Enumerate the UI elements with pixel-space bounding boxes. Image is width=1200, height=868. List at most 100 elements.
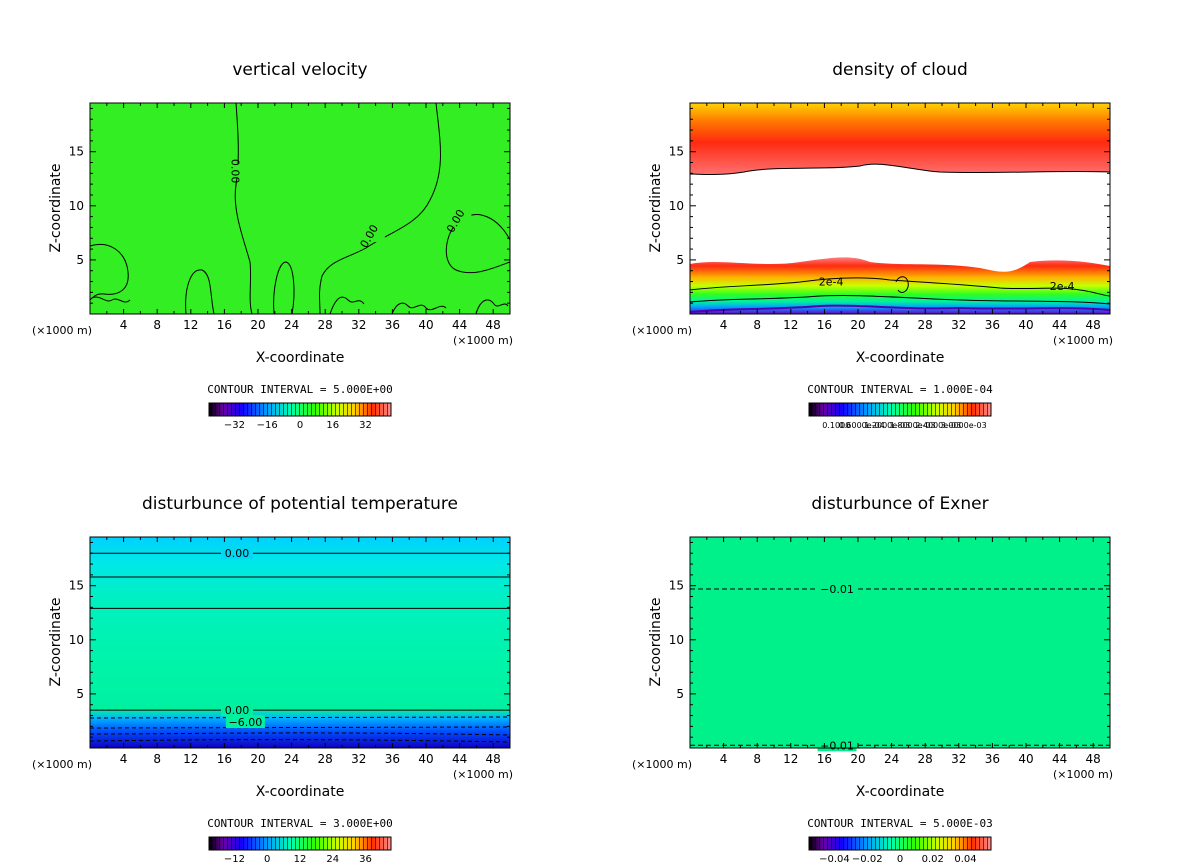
chart-title: disturbunce of Exner (811, 494, 988, 514)
colorbar-tick-label: 0.1000 (822, 421, 850, 430)
y-tick-label: 10 (669, 199, 684, 213)
x-tick-label: 16 (217, 752, 232, 766)
plot-fill (90, 537, 510, 748)
contour-lines-low (689, 304, 1111, 313)
colorbar (208, 836, 392, 851)
x-tick-label: 48 (1086, 318, 1101, 332)
contour-label-bg (221, 703, 253, 717)
x-unit-left: (×1000 m) (632, 324, 692, 337)
contour-label-bg (221, 546, 253, 560)
y-tick-label: 15 (69, 579, 84, 593)
colorbar-tick-label: 0 (897, 854, 903, 865)
x-tick-label: 4 (720, 752, 728, 766)
colorbar (808, 836, 992, 851)
colorbar-tick-label: −0.02 (852, 854, 883, 865)
plot-fill (690, 537, 1110, 748)
x-tick-label: 12 (183, 318, 198, 332)
contour-label: 0.00 (228, 159, 241, 184)
x-tick-label: 8 (753, 318, 761, 332)
y-tick-label: 10 (69, 633, 84, 647)
colorbar-tick-label: 32 (359, 420, 372, 431)
contour-interval: CONTOUR INTERVAL = 5.000E-03 (807, 817, 992, 830)
contour-lines (89, 102, 511, 315)
x-tick-label: 40 (1018, 318, 1033, 332)
x-tick-label: 44 (452, 318, 467, 332)
contour-lines-dashed (89, 716, 511, 743)
y-axis-label: Z-coordinate (48, 163, 64, 252)
plot-frame (89, 102, 511, 315)
colorbar-tick-label: −32 (224, 420, 245, 431)
y-tick-label: 15 (669, 579, 684, 593)
x-tick-label: 8 (153, 752, 161, 766)
x-tick-label: 40 (418, 318, 433, 332)
x-tick-label: 12 (783, 752, 798, 766)
x-tick-label: 28 (318, 318, 333, 332)
x-tick-label: 24 (284, 318, 299, 332)
chart-title: density of cloud (832, 60, 968, 80)
x-tick-label: 36 (385, 318, 400, 332)
contour-label: 2e-4 (1050, 280, 1075, 293)
y-tick-label: 15 (69, 145, 84, 159)
contour-label-bg (352, 229, 385, 243)
y-tick-label: 10 (69, 199, 84, 213)
contour-interval: CONTOUR INTERVAL = 3.000E+00 (207, 817, 392, 830)
x-tick-label: 44 (1052, 318, 1067, 332)
contour-label: 2e-4 (819, 276, 844, 289)
contour-interval: CONTOUR INTERVAL = 5.000E+00 (207, 383, 392, 396)
plot-frame (689, 102, 1111, 315)
colorbar-tick-label: 12 (294, 854, 307, 865)
x-tick-label: 36 (985, 752, 1000, 766)
x-unit-left: (×1000 m) (32, 758, 92, 771)
x-tick-label: 12 (183, 752, 198, 766)
x-tick-label: 28 (918, 318, 933, 332)
panel-potential-temperature: disturbunce of potential temperature 0.0… (32, 494, 513, 865)
chart-title: disturbunce of potential temperature (142, 494, 458, 514)
x-unit-right: (×1000 m) (1053, 334, 1113, 347)
colorbar-tick-label: −12 (224, 854, 245, 865)
contour-lines (689, 276, 1111, 305)
colorbar-tick-label: 16 (326, 420, 339, 431)
colorbar-tick-label: 24 (326, 854, 339, 865)
x-unit-right: (×1000 m) (453, 768, 513, 781)
colorbar-tick-label: 1.2000e-03 (864, 421, 910, 430)
x-unit-left: (×1000 m) (632, 758, 692, 771)
colorbar-tick-label: 36 (359, 854, 372, 865)
panel-exner: disturbunce of Exner −0.01−0.01 4 8 12 16 20… (632, 494, 1113, 865)
contour-lines (690, 588, 1110, 746)
colorbar-tick-label: 1.8000e-03 (890, 421, 936, 430)
contour-label: −0.01 (820, 739, 854, 752)
x-tick-label: 44 (1052, 752, 1067, 766)
x-tick-label: 32 (351, 318, 366, 332)
colorbar-tick-label: 2.4000e-03 (915, 421, 961, 430)
x-tick-label: 48 (1086, 752, 1101, 766)
contour-label: 0.00 (225, 547, 250, 560)
x-tick-label: 48 (486, 752, 501, 766)
x-tick-label: 4 (120, 752, 128, 766)
colorbar-tick-label: −0.04 (819, 854, 850, 865)
y-axis-label: Z-coordinate (648, 163, 664, 252)
x-tick-label: 40 (1018, 752, 1033, 766)
contour-lines (90, 552, 510, 711)
x-unit-left: (×1000 m) (32, 324, 92, 337)
x-tick-label: 28 (318, 752, 333, 766)
x-unit-right: (×1000 m) (453, 334, 513, 347)
x-tick-label: 24 (884, 752, 899, 766)
x-tick-label: 20 (250, 752, 265, 766)
x-tick-label: 16 (217, 318, 232, 332)
contour-interval: CONTOUR INTERVAL = 1.000E-04 (807, 383, 993, 396)
x-tick-label: 32 (951, 752, 966, 766)
y-tick-label: 5 (76, 253, 84, 267)
y-tick-label: 5 (676, 253, 684, 267)
chart-title: vertical velocity (232, 60, 367, 80)
x-tick-label: 24 (884, 318, 899, 332)
colorbar-tick-label: 0 (297, 420, 303, 431)
colorbar (208, 402, 392, 417)
y-axis-label: Z-coordinate (648, 597, 664, 686)
x-tick-label: 4 (720, 318, 728, 332)
colorbar-tick-label: 0 (264, 854, 270, 865)
plot-fill (90, 103, 510, 314)
x-tick-label: 36 (385, 752, 400, 766)
upper-cloud-layer (690, 103, 1110, 175)
contour-label-bg (225, 715, 265, 729)
